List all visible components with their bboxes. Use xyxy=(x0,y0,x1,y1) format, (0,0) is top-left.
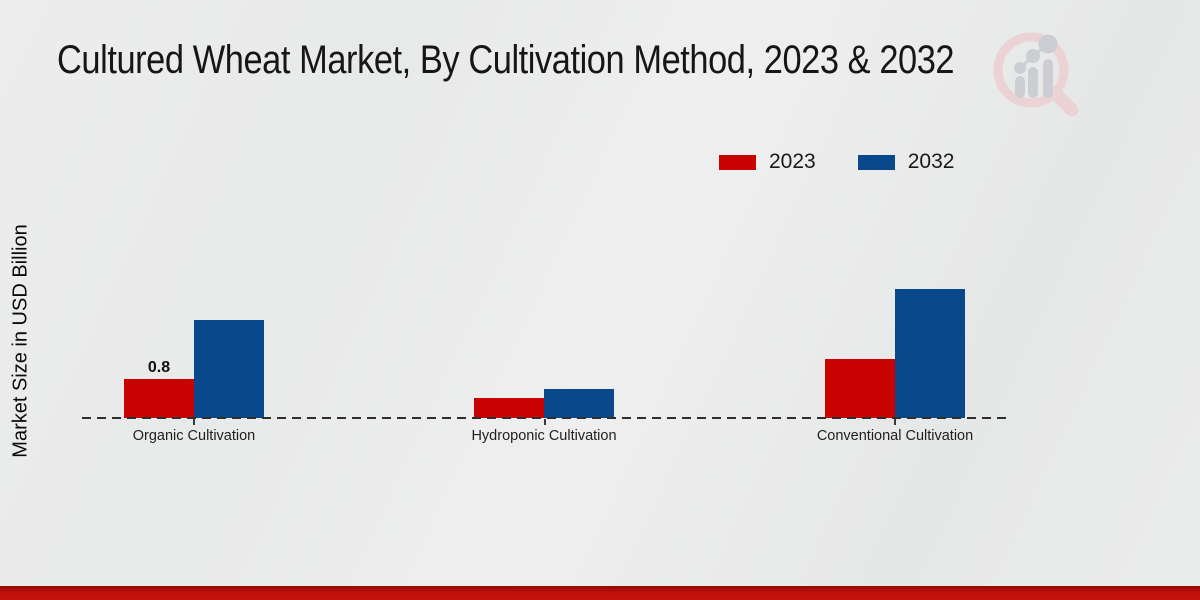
bar-value-label: 0.8 xyxy=(147,359,171,376)
brand-logo-watermark-icon xyxy=(993,32,1079,117)
bar-2023-organic: 0.8 xyxy=(124,359,194,418)
bar-2032-hydroponic xyxy=(544,389,614,418)
x-axis-tick xyxy=(193,419,195,425)
chart-title: Cultured Wheat Market, By Cultivation Me… xyxy=(57,38,955,82)
legend-swatch-2023 xyxy=(719,154,756,170)
legend-swatch-2032 xyxy=(857,154,895,170)
bar-2032-organic xyxy=(194,320,264,418)
x-axis-label-hydroponic: Hydroponic Cultivation xyxy=(471,428,617,444)
x-axis-label-conventional: Conventional Cultivation xyxy=(816,428,974,444)
legend-label-2023: 2023 xyxy=(769,150,816,173)
y-axis-label: Market Size in USD Billion xyxy=(9,224,32,458)
footer-accent-bar xyxy=(0,586,1200,600)
bar-2023-conventional xyxy=(825,359,895,418)
legend-item-2032: 2032 xyxy=(857,150,955,174)
legend-item-2023: 2023 xyxy=(719,150,816,174)
x-axis-label-organic: Organic Cultivation xyxy=(132,428,256,444)
x-axis-tick xyxy=(894,419,896,425)
x-axis-dashed-baseline xyxy=(82,417,1008,419)
bar-2032-conventional xyxy=(895,289,965,418)
bar-2023-hydroponic xyxy=(474,398,544,418)
legend-label-2032: 2032 xyxy=(907,150,955,173)
chart-legend: 2023 2032 xyxy=(719,150,954,174)
x-axis-tick xyxy=(544,419,546,425)
